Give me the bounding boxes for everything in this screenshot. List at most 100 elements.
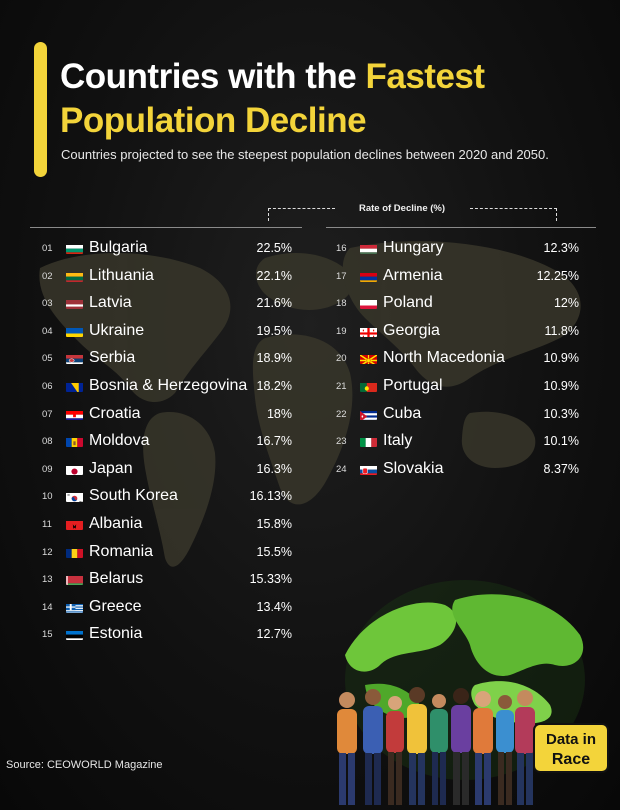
rank-number: 21 <box>336 381 347 392</box>
rank-number: 01 <box>42 243 53 254</box>
country-name: Armenia <box>383 266 443 284</box>
portugal-flag-icon <box>360 381 377 392</box>
source-note: Source: CEOWORLD Magazine <box>6 759 163 771</box>
country-row-bosnia: 06 Bosnia & Herzegovina 18.2% <box>42 376 302 398</box>
svg-text:Race: Race <box>552 751 590 768</box>
decline-rate-value: 8.37% <box>543 461 579 476</box>
bosnia-flag-icon <box>66 381 83 392</box>
greece-flag-icon <box>66 602 83 613</box>
country-name: Cuba <box>383 404 422 422</box>
decline-rate-value: 18% <box>266 406 292 421</box>
country-name: Bosnia & Herzegovina <box>89 377 248 394</box>
italy-flag-icon <box>360 436 377 448</box>
rank-number: 17 <box>336 270 347 282</box>
serbia-flag-icon <box>66 353 83 365</box>
decline-rate-value: 18.2% <box>256 379 292 393</box>
rank-number: 05 <box>42 353 53 365</box>
country-name: Serbia <box>89 349 136 367</box>
rank-number: 23 <box>336 436 347 448</box>
country-name: Estonia <box>89 625 143 643</box>
decline-rate-value: 10.9% <box>543 351 579 366</box>
country-name: Slovakia <box>383 459 444 477</box>
title-highlight-2: Population Decline <box>60 101 367 140</box>
decline-rate-value: 11.8% <box>544 323 579 338</box>
svg-text:Data in: Data in <box>546 731 596 748</box>
country-name: Italy <box>383 432 413 450</box>
page-title: Countries with the Fastest Population De… <box>60 55 485 143</box>
country-name: Greece <box>89 597 142 615</box>
rank-number: 08 <box>42 436 53 448</box>
decline-rate-value: 12% <box>553 296 579 311</box>
country-name: Belarus <box>89 570 144 588</box>
country-row-lithuania: 02 Lithuania 22.1% <box>42 266 302 288</box>
country-row-croatia: 07 Croatia 18% <box>42 404 302 426</box>
country-row-armenia: 17 Armenia 12.25% <box>336 266 596 288</box>
hungary-flag-icon <box>360 243 377 254</box>
moldova-flag-icon <box>66 436 83 448</box>
georgia-flag-icon <box>360 326 377 337</box>
rank-number: 13 <box>42 574 53 586</box>
armenia-flag-icon <box>360 271 377 282</box>
country-row-south-korea: 10 South Korea 16.13% <box>42 486 302 508</box>
country-name: Moldova <box>89 432 150 450</box>
country-row-portugal: 21 Portugal 10.9% <box>336 376 596 398</box>
rank-number: 09 <box>42 463 53 475</box>
country-row-moldova: 08 Moldova 16.7% <box>42 431 302 453</box>
decline-rate-value: 10.3% <box>543 406 579 421</box>
rank-number: 11 <box>42 519 52 530</box>
country-row-romania: 12 Romania 15.5% <box>42 542 302 564</box>
country-row-greece: 14 Greece 13.4% <box>42 597 302 619</box>
decline-rate-value: 12.3% <box>543 241 579 255</box>
rate-bracket-right <box>470 208 557 221</box>
decline-rate-value: 15.5% <box>256 544 292 559</box>
rank-number: 04 <box>42 325 53 337</box>
ukraine-flag-icon <box>66 326 83 337</box>
decline-rate-value: 16.13% <box>249 489 292 504</box>
accent-bar <box>34 42 47 177</box>
rank-number: 03 <box>42 298 53 310</box>
country-row-japan: 09 Japan 16.3% <box>42 459 302 481</box>
rate-of-decline-label: Rate of Decline (%) <box>358 203 446 214</box>
decline-rate-value: 10.1% <box>543 434 579 449</box>
rank-number: 10 <box>42 491 53 503</box>
country-row-serbia: 05 Serbia 18.9% <box>42 348 302 370</box>
estonia-flag-icon <box>66 629 83 641</box>
decline-rate-value: 16.7% <box>256 434 292 449</box>
slovakia-flag-icon <box>360 464 377 475</box>
country-name: Romania <box>89 542 154 560</box>
country-row-belarus: 13 Belarus 15.33% <box>42 569 302 591</box>
rank-number: 12 <box>42 546 53 558</box>
decline-rate-value: 15.33% <box>249 572 292 587</box>
country-row-estonia: 15 Estonia 12.7% <box>42 624 302 646</box>
data-in-race-logo: Data in Race <box>533 723 609 773</box>
rate-bracket-left <box>268 208 335 221</box>
country-name: Poland <box>383 294 433 312</box>
country-name: North Macedonia <box>383 349 505 367</box>
title-highlight-1: Fastest <box>365 57 486 96</box>
divider-left <box>30 227 302 228</box>
decline-rate-value: 18.9% <box>256 351 292 366</box>
rank-number: 22 <box>336 408 347 420</box>
decline-rate-value: 21.6% <box>256 296 292 311</box>
subtitle: Countries projected to see the steepest … <box>61 147 549 162</box>
decline-rate-value: 13.4% <box>256 599 292 614</box>
belarus-flag-icon <box>66 574 83 586</box>
south-korea-flag-icon <box>66 491 83 503</box>
decline-rate-value: 12.7% <box>256 627 292 642</box>
decline-rate-value: 22.5% <box>256 241 292 255</box>
country-row-latvia: 03 Latvia 21.6% <box>42 293 302 315</box>
country-name: Latvia <box>89 294 132 312</box>
rank-number: 19 <box>336 325 347 337</box>
country-name: South Korea <box>89 487 178 505</box>
country-row-slovakia: 24 Slovakia 8.37% <box>336 459 596 481</box>
japan-flag-icon <box>66 464 83 475</box>
cuba-flag-icon <box>360 409 377 420</box>
poland-flag-icon <box>360 298 377 310</box>
decline-rate-value: 15.8% <box>256 517 292 531</box>
rank-number: 20 <box>336 353 347 365</box>
country-row-north-macedonia: 20 North Macedonia 10.9% <box>336 348 596 370</box>
globe-with-people-illustration <box>337 580 585 805</box>
country-name: Georgia <box>383 321 440 339</box>
country-row-poland: 18 Poland 12% <box>336 293 596 315</box>
